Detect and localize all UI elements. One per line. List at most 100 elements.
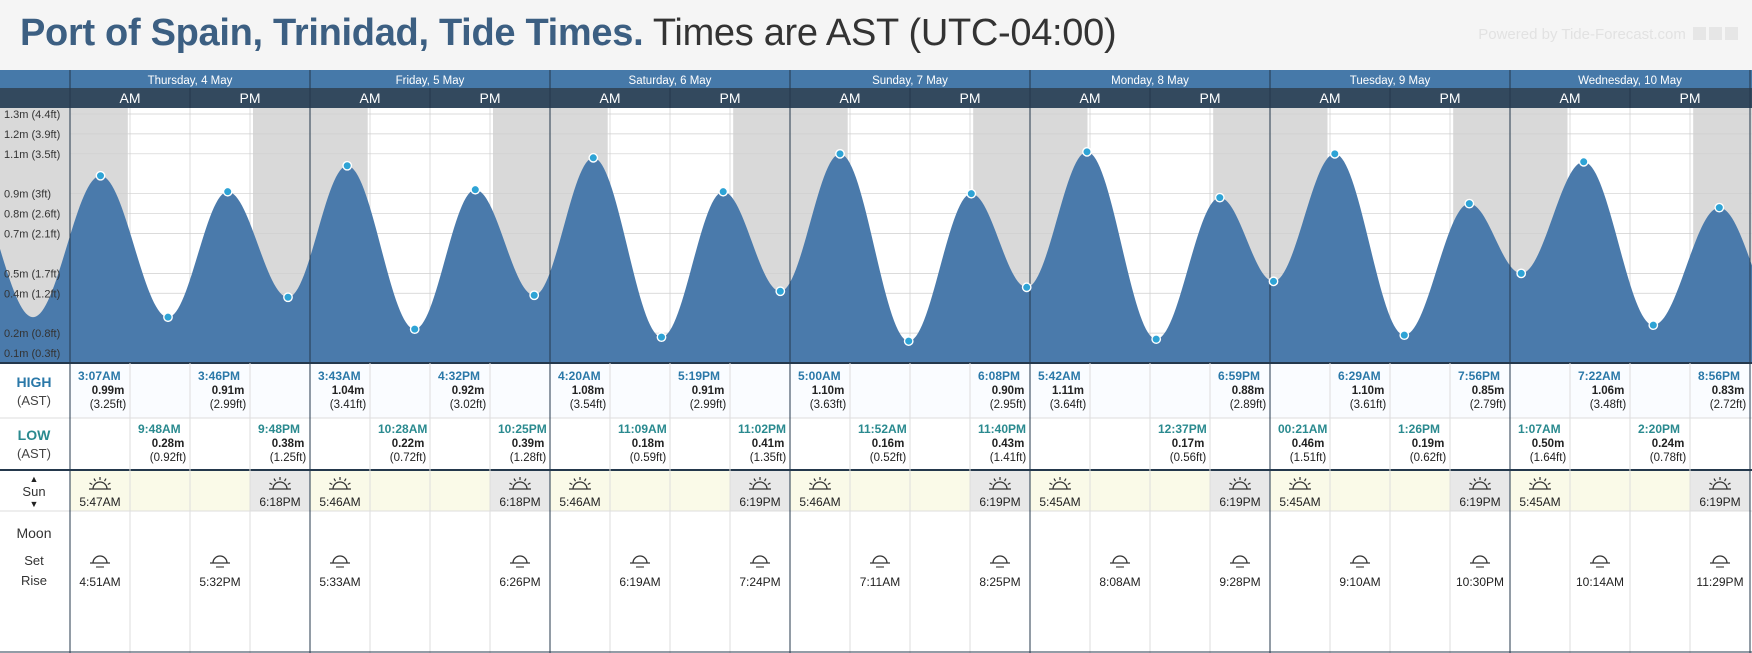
low-tide-time: 1:07AM [1518,422,1561,436]
facebook-icon[interactable] [1693,27,1706,40]
high-tide-time: 5:19PM [678,369,720,383]
sunset-icon [1709,477,1731,490]
high-tide-point [1578,156,1589,167]
high-tide-point [1329,148,1340,159]
low-tide-height-m: 0.28m [152,438,185,450]
moon-icon [1590,555,1610,568]
moon-icon [210,555,230,568]
sunset-time: 6:18PM [259,495,300,509]
low-tide-height-m: 0.41m [752,438,785,450]
high-tide-height-m: 0.99m [92,385,125,397]
moon-icon [90,555,110,568]
high-tide-time: 3:46PM [198,369,240,383]
low-tide-height-ft: (1.64ft) [1530,452,1567,464]
am-label: AM [600,90,621,106]
moon-icon [330,555,350,568]
moon-time: 10:14AM [1576,575,1624,589]
low-tide-height-m: 0.16m [872,438,905,450]
pm-label: PM [480,90,501,106]
high-tide-point [718,186,729,197]
sunset-time: 6:19PM [739,495,780,509]
moon-icon [510,555,530,568]
high-tide-height-m: 1.10m [812,385,845,397]
moon-icon [1710,555,1730,568]
high-tide-height-ft: (3.48ft) [1590,399,1627,411]
y-tick-label: 0.2m (0.8ft) [4,328,60,340]
day-header-label: Saturday, 6 May [629,75,712,87]
twitter-icon[interactable] [1709,27,1722,40]
y-tick-label: 1.2m (3.9ft) [4,129,60,141]
low-tide-height-ft: (1.25ft) [270,452,307,464]
high-tide-height-ft: (3.25ft) [90,399,127,411]
moon-icon [870,555,890,568]
moon-icon [1470,555,1490,568]
high-tide-time: 3:07AM [78,369,121,383]
low-tide-point [1648,320,1659,331]
high-tide-time: 6:08PM [978,369,1020,383]
pm-label: PM [960,90,981,106]
powered-by[interactable]: Powered by Tide-Forecast.com [1478,26,1738,43]
pm-label: PM [1440,90,1461,106]
title-place: Port of Spain, Trinidad, Tide Times. [20,12,644,54]
high-row-bg [70,364,1752,418]
low-tide-height-ft: (1.51ft) [1290,452,1327,464]
high-tide-height-m: 0.91m [212,385,245,397]
low-tide-point [163,312,173,323]
low-tide-time: 10:28AM [378,422,427,436]
powered-by-text: Powered by Tide-Forecast.com [1478,26,1686,43]
high-tide-height-ft: (3.63ft) [810,399,847,411]
share-icon[interactable] [1725,27,1738,40]
moon-icon [990,555,1010,568]
sunrise-icon [1049,477,1071,490]
low-tide-time: 9:48AM [138,422,181,436]
high-tide-point [835,148,845,159]
am-label: AM [1320,90,1341,106]
low-tide-height-ft: (0.52ft) [870,452,907,464]
day-header-label: Friday, 5 May [396,75,465,87]
sunrise-icon [809,477,831,490]
am-label: AM [1560,90,1581,106]
high-tide-point [1214,192,1225,203]
sunrise-time: 5:46AM [319,495,360,509]
sun-row-label: Sun [22,484,45,499]
sunset-icon [749,477,771,490]
page-title: Port of Spain, Trinidad, Tide Times. Tim… [20,12,1117,55]
sunset-time: 6:19PM [1699,495,1740,509]
low-tide-height-m: 0.46m [1292,438,1325,450]
high-tide-height-m: 1.04m [332,385,365,397]
low-tide-point [409,324,420,335]
high-tide-point [588,152,599,163]
moon-set-label: Set [24,553,44,568]
sun-up-arrow-icon: ▲ [30,474,39,484]
sun-down-arrow-icon: ▼ [30,499,39,509]
low-tide-height-ft: (0.92ft) [150,452,187,464]
sunrise-icon [89,477,111,490]
low-tide-height-m: 0.24m [1652,438,1685,450]
low-row-label: LOW [18,427,51,443]
y-tick-label: 1.1m (3.5ft) [4,149,60,161]
low-tide-height-m: 0.43m [992,438,1025,450]
am-label: AM [840,90,861,106]
low-tide-height-m: 0.17m [1172,438,1205,450]
moon-row-label: Moon [16,525,51,541]
low-tide-point [1021,282,1032,293]
low-tide-point [1268,276,1279,287]
moon-icon [630,555,650,568]
high-tide-height-m: 0.92m [452,385,485,397]
low-tide-time: 1:26PM [1398,422,1440,436]
page-header: Port of Spain, Trinidad, Tide Times. Tim… [0,0,1752,70]
low-tide-time: 9:48PM [258,422,300,436]
sunset-icon [1469,477,1491,490]
sunrise-time: 5:46AM [559,495,600,509]
pm-label: PM [240,90,261,106]
high-tide-point [470,184,481,195]
sunrise-icon [569,477,591,490]
sunset-time: 6:19PM [979,495,1020,509]
am-label: AM [360,90,381,106]
moon-time: 5:33AM [319,575,360,589]
low-tide-point [1516,268,1527,279]
y-tick-label: 0.4m (1.2ft) [4,288,60,300]
high-tide-height-m: 0.90m [992,385,1025,397]
ampm-header-bar [0,88,1752,108]
y-tick-label: 0.8m (2.6ft) [4,209,60,221]
